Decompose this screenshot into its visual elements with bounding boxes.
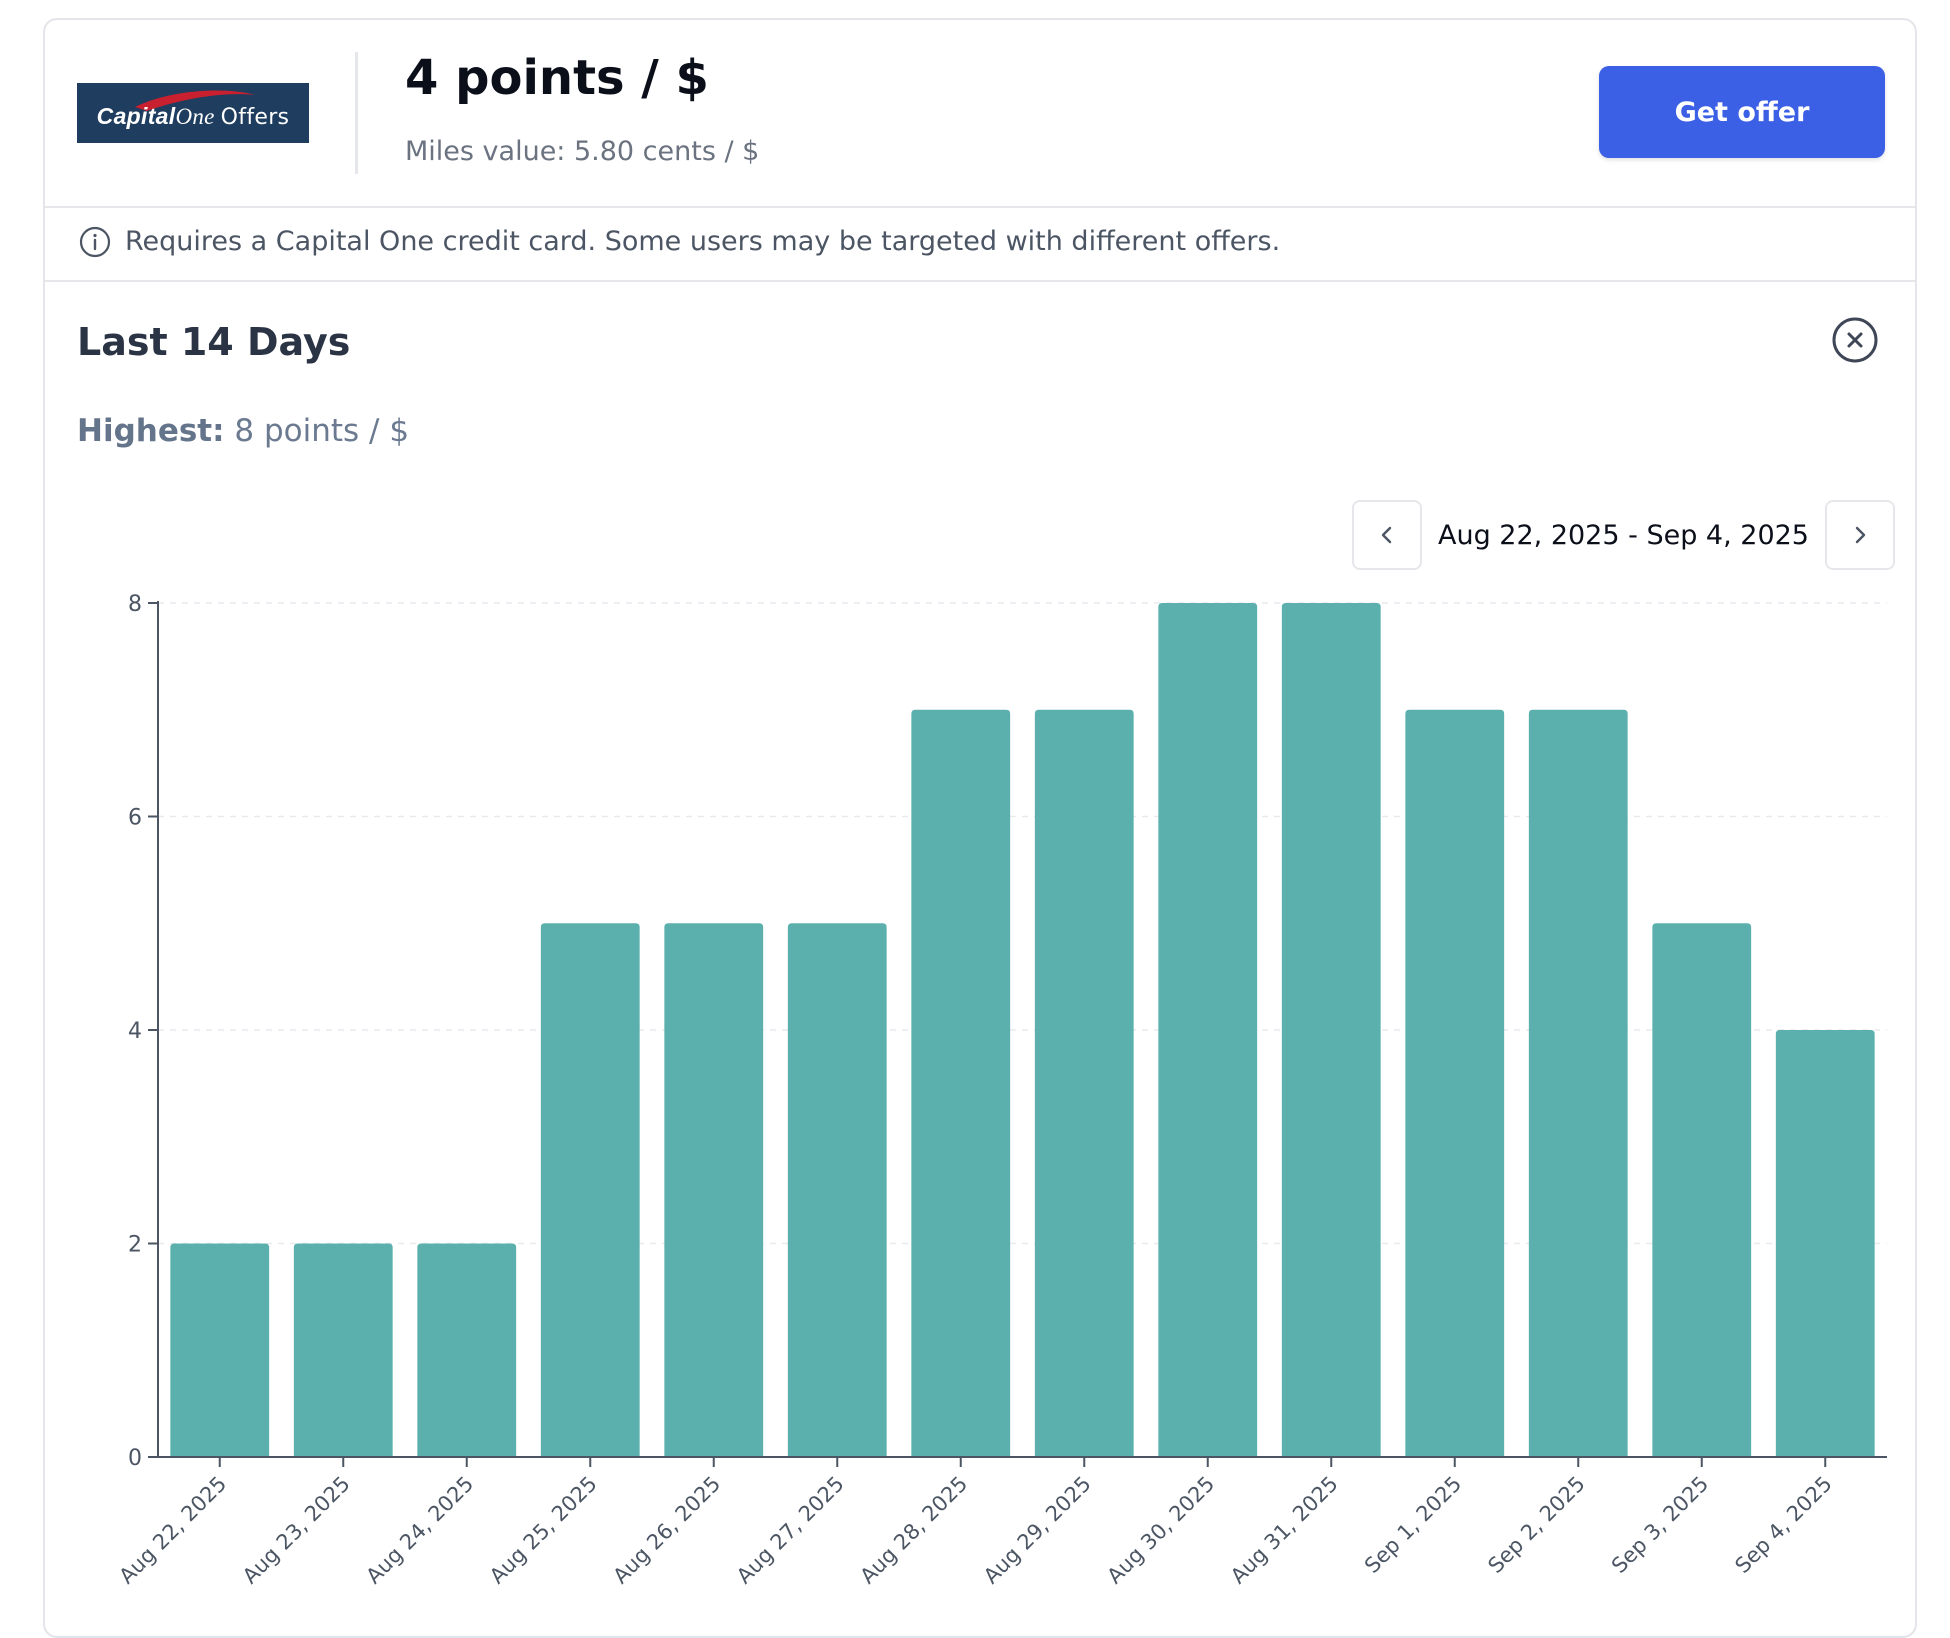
date-range-nav: Aug 22, 2025 - Sep 4, 2025 [1352,500,1895,570]
miles-value: Miles value: 5.80 cents / $ [405,136,760,167]
chevron-right-icon [1855,526,1866,544]
x-tick-label: Sep 3, 2025 [1607,1472,1713,1578]
points-history-chart: 0 2 4 6 8 Aug 22, 2025 Aug 23, 2025 Aug 24, 202… [114,592,1887,1589]
x-tick-label: Sep 4, 2025 [1730,1472,1836,1578]
notice-text: Requires a Capital One credit card. Some… [125,226,1281,257]
y-tick-label: 0 [128,1446,142,1471]
close-circle-icon [1832,317,1878,363]
x-tick-label: Aug 27, 2025 [732,1472,849,1589]
capital-one-offers-logo: CapitalOne Offers [77,83,309,143]
bar-5 [787,923,887,1457]
bar-6 [911,709,1011,1457]
x-tick-label: Aug 25, 2025 [485,1472,602,1589]
bar-8 [1158,603,1258,1457]
bar-4 [664,923,764,1457]
x-tick-label: Aug 28, 2025 [855,1472,972,1589]
date-range-label: Aug 22, 2025 - Sep 4, 2025 [1438,519,1809,551]
offer-card: CapitalOne Offers 4 points / $ Miles valu… [43,18,1917,1638]
highest-value: 8 points / $ [234,413,410,449]
x-tick-label: Aug 31, 2025 [1226,1472,1343,1589]
offer-rate: 4 points / $ [405,50,709,106]
x-tick-label: Aug 29, 2025 [979,1472,1096,1589]
bar-7 [1034,709,1134,1457]
x-tick-label: Aug 22, 2025 [114,1472,231,1589]
section-title: Last 14 Days [77,320,351,364]
offer-header: CapitalOne Offers 4 points / $ Miles valu… [45,20,1915,208]
x-tick-label: Aug 30, 2025 [1102,1472,1219,1589]
prev-range-button[interactable] [1352,500,1422,570]
bar-3 [540,923,640,1457]
x-tick-label: Sep 1, 2025 [1360,1472,1466,1578]
bar-9 [1281,603,1381,1457]
next-range-button[interactable] [1824,500,1895,570]
y-tick-label: 6 [128,806,142,831]
bar-13 [1775,1030,1875,1457]
y-tick-label: 8 [128,592,142,617]
chevron-left-icon [1381,526,1392,544]
bar-10 [1405,709,1505,1457]
bar-12 [1652,923,1752,1457]
info-icon [79,226,111,258]
x-tick-label: Aug 24, 2025 [361,1472,478,1589]
close-history-button[interactable] [1831,316,1879,364]
y-tick-label: 2 [128,1233,142,1258]
x-tick-label: Sep 2, 2025 [1483,1472,1589,1578]
x-tick-label: Aug 26, 2025 [608,1472,725,1589]
highest-rate: Highest: 8 points / $ [77,413,409,449]
bar-2 [417,1243,517,1457]
logo-swoosh-icon [135,90,255,111]
bar-1 [293,1243,393,1457]
y-tick-label: 4 [128,1019,142,1044]
get-offer-button[interactable]: Get offer [1599,66,1885,158]
notice-bar: Requires a Capital One credit card. Some… [45,206,1915,282]
header-divider [355,52,358,174]
highest-label: Highest: [77,413,225,449]
bar-11 [1528,709,1628,1457]
bar-0 [170,1243,270,1457]
logo-text: CapitalOne Offers [96,102,290,130]
x-tick-label: Aug 23, 2025 [238,1472,355,1589]
